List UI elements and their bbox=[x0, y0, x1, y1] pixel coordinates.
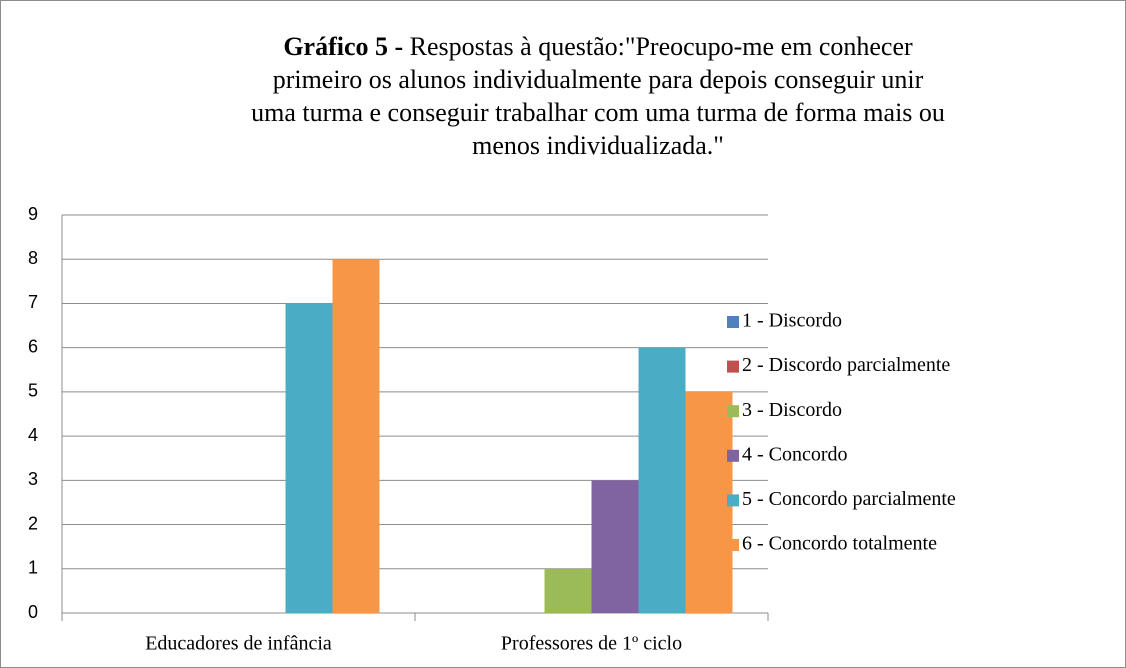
x-tick-label: Educadores de infância bbox=[145, 633, 332, 655]
y-tick-label: 7 bbox=[28, 292, 38, 312]
y-tick-label: 8 bbox=[28, 248, 38, 268]
bar bbox=[285, 303, 333, 613]
legend-swatch bbox=[727, 539, 739, 551]
title-wrap: Gráfico 5 - Respostas à questão:"Preocup… bbox=[248, 30, 948, 162]
legend-label: 1 - Discordo bbox=[742, 310, 842, 332]
y-tick-label: 9 bbox=[28, 204, 38, 224]
bar bbox=[591, 480, 639, 613]
legend-label: 3 - Discordo bbox=[742, 399, 842, 421]
y-tick-label: 5 bbox=[28, 381, 38, 401]
bar bbox=[544, 568, 592, 613]
chart-title: Gráfico 5 - Respostas à questão:"Preocup… bbox=[150, 30, 1046, 162]
y-tick-label: 1 bbox=[28, 558, 38, 578]
x-tick-label: Professores de 1º ciclo bbox=[501, 633, 682, 655]
title-text: Respostas à questão:"Preocupo-me em conh… bbox=[251, 32, 945, 160]
y-tick-label: 6 bbox=[28, 336, 38, 356]
legend-label: 2 - Discordo parcialmente bbox=[742, 354, 950, 376]
title-label: Gráfico 5 - bbox=[283, 32, 404, 61]
y-tick-label: 2 bbox=[28, 513, 38, 533]
legend-label: 6 - Concordo totalmente bbox=[742, 533, 937, 555]
legend-swatch bbox=[727, 449, 739, 462]
legend-swatch bbox=[727, 360, 739, 373]
y-tick-label: 4 bbox=[28, 425, 38, 445]
bar bbox=[685, 391, 733, 613]
bar bbox=[332, 259, 380, 613]
legend-swatch bbox=[727, 405, 739, 418]
bar bbox=[638, 347, 686, 613]
y-tick-label: 3 bbox=[28, 469, 38, 489]
legend-swatch bbox=[727, 494, 739, 507]
y-tick-label: 0 bbox=[28, 602, 38, 622]
legend-label: 5 - Concordo parcialmente bbox=[742, 488, 956, 510]
legend-label: 4 - Concordo bbox=[742, 443, 848, 465]
legend-swatch bbox=[727, 316, 739, 328]
